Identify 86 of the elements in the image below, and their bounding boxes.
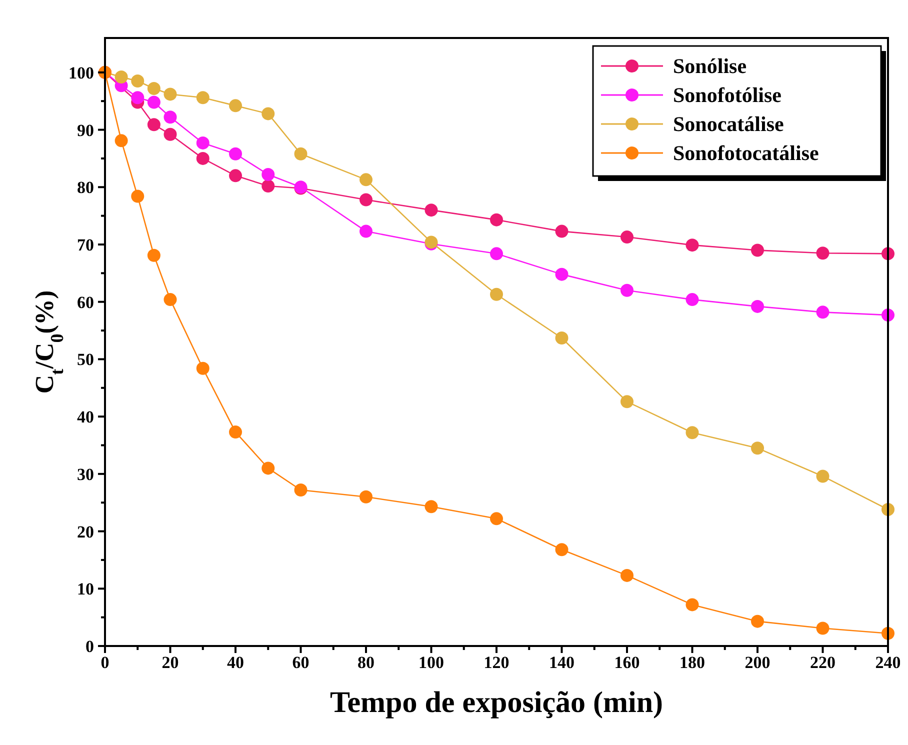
x-tick-label: 80 <box>358 653 374 672</box>
point <box>490 288 503 301</box>
point <box>555 331 568 344</box>
point <box>196 362 210 375</box>
y-tick-label: 50 <box>77 350 94 370</box>
point <box>360 224 372 238</box>
x-axis-title: Tempo de exposição (min) <box>330 686 664 719</box>
point <box>147 248 160 262</box>
legend-label: Sonofotocatálise <box>673 141 819 165</box>
y-tick-label: 80 <box>77 178 94 198</box>
point <box>262 179 275 192</box>
point <box>816 622 830 635</box>
point <box>131 190 144 203</box>
x-tick-label: 200 <box>744 653 770 672</box>
point <box>686 238 699 252</box>
point <box>262 462 275 475</box>
x-tick-label: 120 <box>484 653 510 672</box>
point <box>131 91 144 104</box>
x-tick-label: 220 <box>810 653 836 672</box>
point <box>294 483 308 496</box>
point <box>360 173 372 186</box>
legend-label: Sonofotólise <box>673 83 782 107</box>
point <box>164 88 177 101</box>
point <box>620 568 634 582</box>
y-tick-label: 100 <box>68 63 94 82</box>
point <box>816 306 830 319</box>
x-tick-label: 100 <box>418 653 444 672</box>
point <box>751 614 764 628</box>
x-tick-label: 180 <box>680 653 705 672</box>
point <box>751 244 764 257</box>
point <box>229 99 242 112</box>
point <box>164 128 177 141</box>
point <box>147 118 160 132</box>
x-tick-label: 40 <box>227 653 244 672</box>
point <box>751 300 764 313</box>
point <box>686 293 699 306</box>
point <box>262 107 275 120</box>
point <box>424 204 438 217</box>
point <box>686 598 699 612</box>
x-tick-label: 140 <box>549 653 574 672</box>
point <box>816 246 830 260</box>
point <box>229 147 242 160</box>
y-tick-label: 90 <box>77 120 94 140</box>
point <box>620 230 634 244</box>
point <box>131 74 144 88</box>
point <box>294 147 308 160</box>
point <box>262 168 275 182</box>
point <box>164 293 177 306</box>
point <box>424 500 438 514</box>
y-tick-label: 40 <box>77 408 94 427</box>
y-tick-label: 0 <box>86 637 94 656</box>
point <box>114 134 128 148</box>
point <box>229 426 242 439</box>
point <box>686 426 699 440</box>
point <box>620 395 634 408</box>
point <box>490 213 503 226</box>
point <box>147 82 160 95</box>
point <box>751 442 764 455</box>
point <box>164 110 177 124</box>
point <box>816 470 830 483</box>
point <box>229 169 242 182</box>
y-tick-label: 10 <box>77 580 94 599</box>
point <box>555 268 568 281</box>
x-tick-label: 240 <box>875 653 901 672</box>
legend-label: Sonólise <box>673 54 747 78</box>
x-tick-label: 160 <box>614 653 640 672</box>
y-tick-label: 60 <box>77 292 94 312</box>
x-tick-label: 60 <box>292 653 310 672</box>
point <box>490 247 503 260</box>
point <box>555 224 568 238</box>
point <box>196 152 210 165</box>
point <box>555 543 568 556</box>
point <box>196 136 210 150</box>
point <box>114 70 128 84</box>
point <box>490 512 503 526</box>
point <box>360 490 372 504</box>
y-tick-label: 20 <box>77 522 94 542</box>
point <box>360 193 372 206</box>
point <box>620 284 634 297</box>
x-tick-label: 0 <box>100 653 110 672</box>
point <box>196 91 210 104</box>
x-tick-label: 20 <box>162 653 179 672</box>
y-tick-label: 70 <box>77 235 94 254</box>
legend-label: Sonocatálise <box>673 112 784 136</box>
point <box>147 96 160 109</box>
y-tick-label: 30 <box>77 464 94 484</box>
